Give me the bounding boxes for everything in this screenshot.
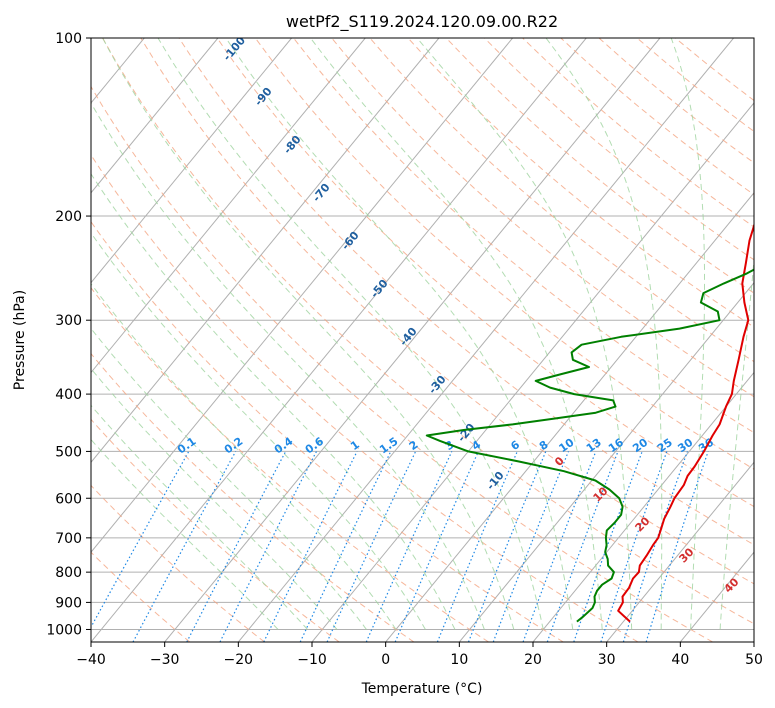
x-tick-label: −30 [150,652,180,668]
y-tick-label: 100 [55,31,82,47]
x-axis-label: Temperature (°C) [361,681,483,697]
x-tick-label: 40 [671,652,689,668]
y-tick-label: 1000 [46,622,82,638]
y-axis-label: Pressure (hPa) [12,290,28,390]
y-tick-label: 200 [55,209,82,225]
x-tick-label: −40 [76,652,106,668]
y-tick-label: 900 [55,595,82,611]
x-tick-label: −20 [224,652,254,668]
y-tick-label: 500 [55,444,82,460]
x-tick-label: 0 [381,652,390,668]
x-tick-label: 30 [598,652,616,668]
x-tick-label: 10 [450,652,468,668]
y-tick-label: 300 [55,313,82,329]
plot-area [91,38,754,642]
y-tick-label: 400 [55,387,82,403]
y-tick-label: 800 [55,565,82,581]
y-tick-label: 600 [55,491,82,507]
y-tick-label: 700 [55,531,82,547]
x-tick-label: 50 [745,652,763,668]
x-tick-label: −10 [297,652,327,668]
x-tick-label: 20 [524,652,542,668]
chart-title: wetPf2_S119.2024.120.09.00.R22 [286,12,558,32]
